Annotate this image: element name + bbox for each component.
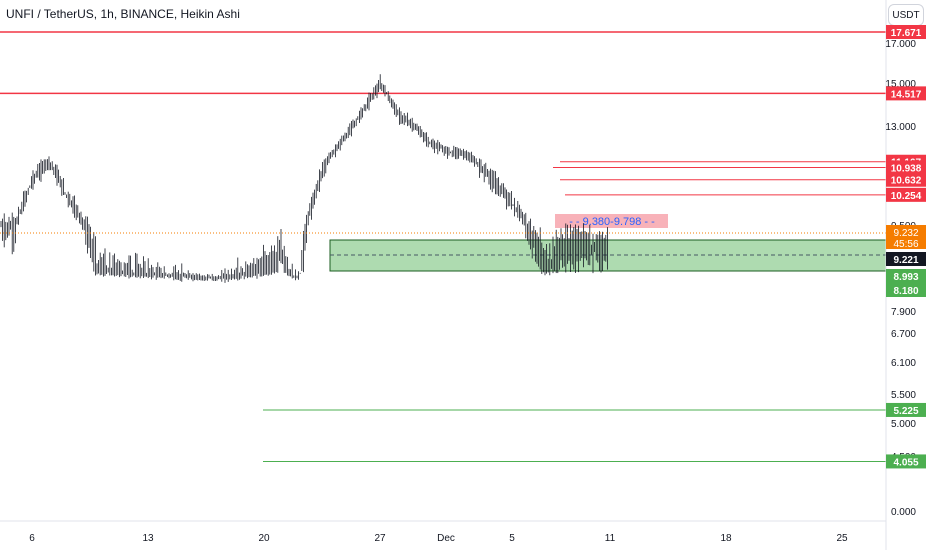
price-tick-label: 13.000 <box>885 122 916 133</box>
price-tick-label: 5.000 <box>891 419 916 430</box>
level-price-badge <box>886 454 926 469</box>
candles <box>0 74 608 283</box>
level-price-label: 10.938 <box>891 163 922 174</box>
support-bottom-badge <box>886 283 926 297</box>
time-tick-label: 11 <box>605 533 616 544</box>
level-price-label: 14.517 <box>891 89 922 100</box>
level-price-label: 4.055 <box>893 457 918 468</box>
level-price-badge <box>886 25 926 39</box>
price-tick-label: 15.000 <box>885 79 916 90</box>
time-tick-label: 18 <box>720 533 732 544</box>
time-axis: 6 13 20 27 Dec 5 11 18 25 <box>0 520 886 544</box>
plot-area: - - 9.380-9.798 - - <box>0 31 887 462</box>
level-price-badge <box>886 160 926 175</box>
time-tick-label: 6 <box>29 533 35 544</box>
support-top-label: 8.993 <box>893 272 918 283</box>
support-bottom-label: 8.180 <box>893 286 918 297</box>
time-tick-label: 13 <box>142 533 154 544</box>
price-tick-label: 6.700 <box>891 329 916 340</box>
level-price-label: 10.632 <box>891 176 922 187</box>
chart-title: UNFI / TetherUS, 1h, BINANCE, Heikin Ash… <box>6 7 240 21</box>
level-price-badge <box>886 402 926 417</box>
price-axis: 17.00015.00013.00011.0009.5008.5007.9006… <box>885 0 926 550</box>
price-tick-label: 5.500 <box>891 390 916 401</box>
level-price-label: 5.225 <box>893 406 918 417</box>
current-price-badge <box>886 225 926 249</box>
price-tick-label: 6.100 <box>891 358 916 369</box>
time-tick-label: Dec <box>437 533 455 544</box>
countdown-label: 45:56 <box>893 239 918 250</box>
level-price-badge <box>886 187 926 202</box>
level-price-badge <box>886 172 926 187</box>
crosshair-price-badge <box>886 252 926 266</box>
support-top-badge <box>886 269 926 283</box>
price-tick-label: 0.000 <box>891 507 916 518</box>
price-tick-label: 17.000 <box>885 39 916 50</box>
crosshair-price-label: 9.221 <box>893 255 918 266</box>
resistance-zone-label: - - 9.380-9.798 - - <box>569 216 655 228</box>
level-price-badge <box>886 86 926 101</box>
level-price-label: 17.671 <box>891 28 922 39</box>
time-tick-label: 5 <box>509 533 515 544</box>
price-tick-label: 7.900 <box>891 307 916 318</box>
time-tick-label: 20 <box>258 533 270 544</box>
time-tick-label: 27 <box>374 533 386 544</box>
current-price-label: 9.232 <box>893 228 918 239</box>
time-tick-label: 25 <box>836 533 848 544</box>
level-price-label: 10.254 <box>891 191 922 202</box>
